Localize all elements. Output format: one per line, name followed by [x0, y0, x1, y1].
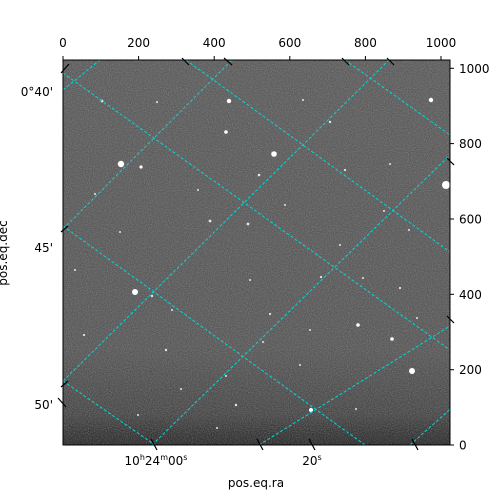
- right-pixel-axis: 0 200 400 600 800 1000: [450, 62, 490, 453]
- grid-line: [63, 72, 450, 351]
- star: [117, 160, 125, 168]
- star: [224, 130, 228, 134]
- coordinate-grid: [63, 60, 450, 445]
- star: [408, 229, 410, 231]
- star: [208, 219, 212, 223]
- star: [164, 348, 168, 352]
- star: [156, 101, 158, 103]
- right-tick-label: 1000: [459, 62, 490, 76]
- star: [309, 408, 313, 412]
- star: [416, 317, 418, 319]
- star: [225, 375, 227, 377]
- star: [226, 98, 232, 104]
- grid-line: [63, 380, 156, 445]
- star: [284, 204, 286, 206]
- top-tick-label: 400: [203, 36, 226, 50]
- star: [271, 151, 277, 157]
- star: [180, 388, 182, 390]
- right-tick-label: 600: [459, 213, 482, 227]
- star: [339, 244, 341, 246]
- grid-line: [409, 408, 450, 445]
- grid-line: [344, 60, 450, 136]
- star: [356, 323, 360, 327]
- star: [328, 120, 332, 124]
- star: [74, 269, 76, 271]
- star: [362, 277, 364, 279]
- star: [409, 368, 415, 374]
- dec-tick-label: 50': [34, 398, 53, 412]
- star: [383, 210, 385, 212]
- dec-axis-labels: 0°40' 45' 50': [21, 85, 53, 412]
- star: [139, 165, 143, 169]
- star: [390, 337, 394, 341]
- star-field: [74, 97, 450, 429]
- star: [302, 99, 304, 101]
- plot-frame: [62, 59, 451, 446]
- right-tick-label: 400: [459, 288, 482, 302]
- right-tick-label: 800: [459, 137, 482, 151]
- star: [150, 294, 154, 298]
- star: [216, 427, 218, 429]
- right-tick-label: 0: [459, 439, 467, 453]
- grid-line: [63, 60, 390, 382]
- star: [197, 189, 199, 191]
- sky-image: [63, 60, 450, 445]
- star: [234, 403, 238, 407]
- top-pixel-axis: 0 200 400 600 800 1000: [59, 36, 456, 60]
- star: [82, 333, 86, 337]
- grid-line: [151, 154, 450, 445]
- dec-tick-label: 0°40': [21, 85, 53, 99]
- star: [249, 279, 251, 281]
- star: [119, 231, 121, 233]
- star: [398, 286, 402, 290]
- top-tick-label: 0: [59, 36, 67, 50]
- grid-line: [258, 325, 450, 445]
- top-tick-label: 800: [354, 36, 377, 50]
- star: [132, 289, 138, 295]
- star: [309, 329, 311, 331]
- star: [137, 414, 139, 416]
- top-tick-label: 200: [127, 36, 150, 50]
- star: [343, 168, 347, 172]
- dec-tick-label: 45': [34, 241, 53, 255]
- star: [171, 309, 173, 311]
- world-coordinate-ticks: [57, 57, 455, 451]
- star: [355, 408, 357, 410]
- grid-line: [63, 225, 366, 445]
- star: [389, 163, 391, 165]
- star: [94, 193, 96, 195]
- grid-line: [185, 60, 450, 253]
- grid-line: [63, 60, 101, 91]
- ra-tick-label: 10h24m00s: [125, 453, 188, 468]
- ra-axis-labels: 10h24m00s 20s: [125, 453, 322, 468]
- ra-tick-label: 20s: [302, 453, 321, 468]
- star: [257, 173, 261, 177]
- top-tick-label: 600: [278, 36, 301, 50]
- star: [246, 222, 250, 226]
- star: [299, 364, 301, 366]
- star: [442, 181, 450, 189]
- star: [319, 275, 323, 279]
- star: [262, 341, 264, 343]
- y-axis-title: pos.eq.dec: [0, 220, 10, 285]
- star: [268, 312, 272, 316]
- top-tick-label: 1000: [426, 36, 457, 50]
- x-axis-title: pos.eq.ra: [228, 476, 284, 490]
- right-tick-label: 200: [459, 363, 482, 377]
- star: [428, 97, 434, 103]
